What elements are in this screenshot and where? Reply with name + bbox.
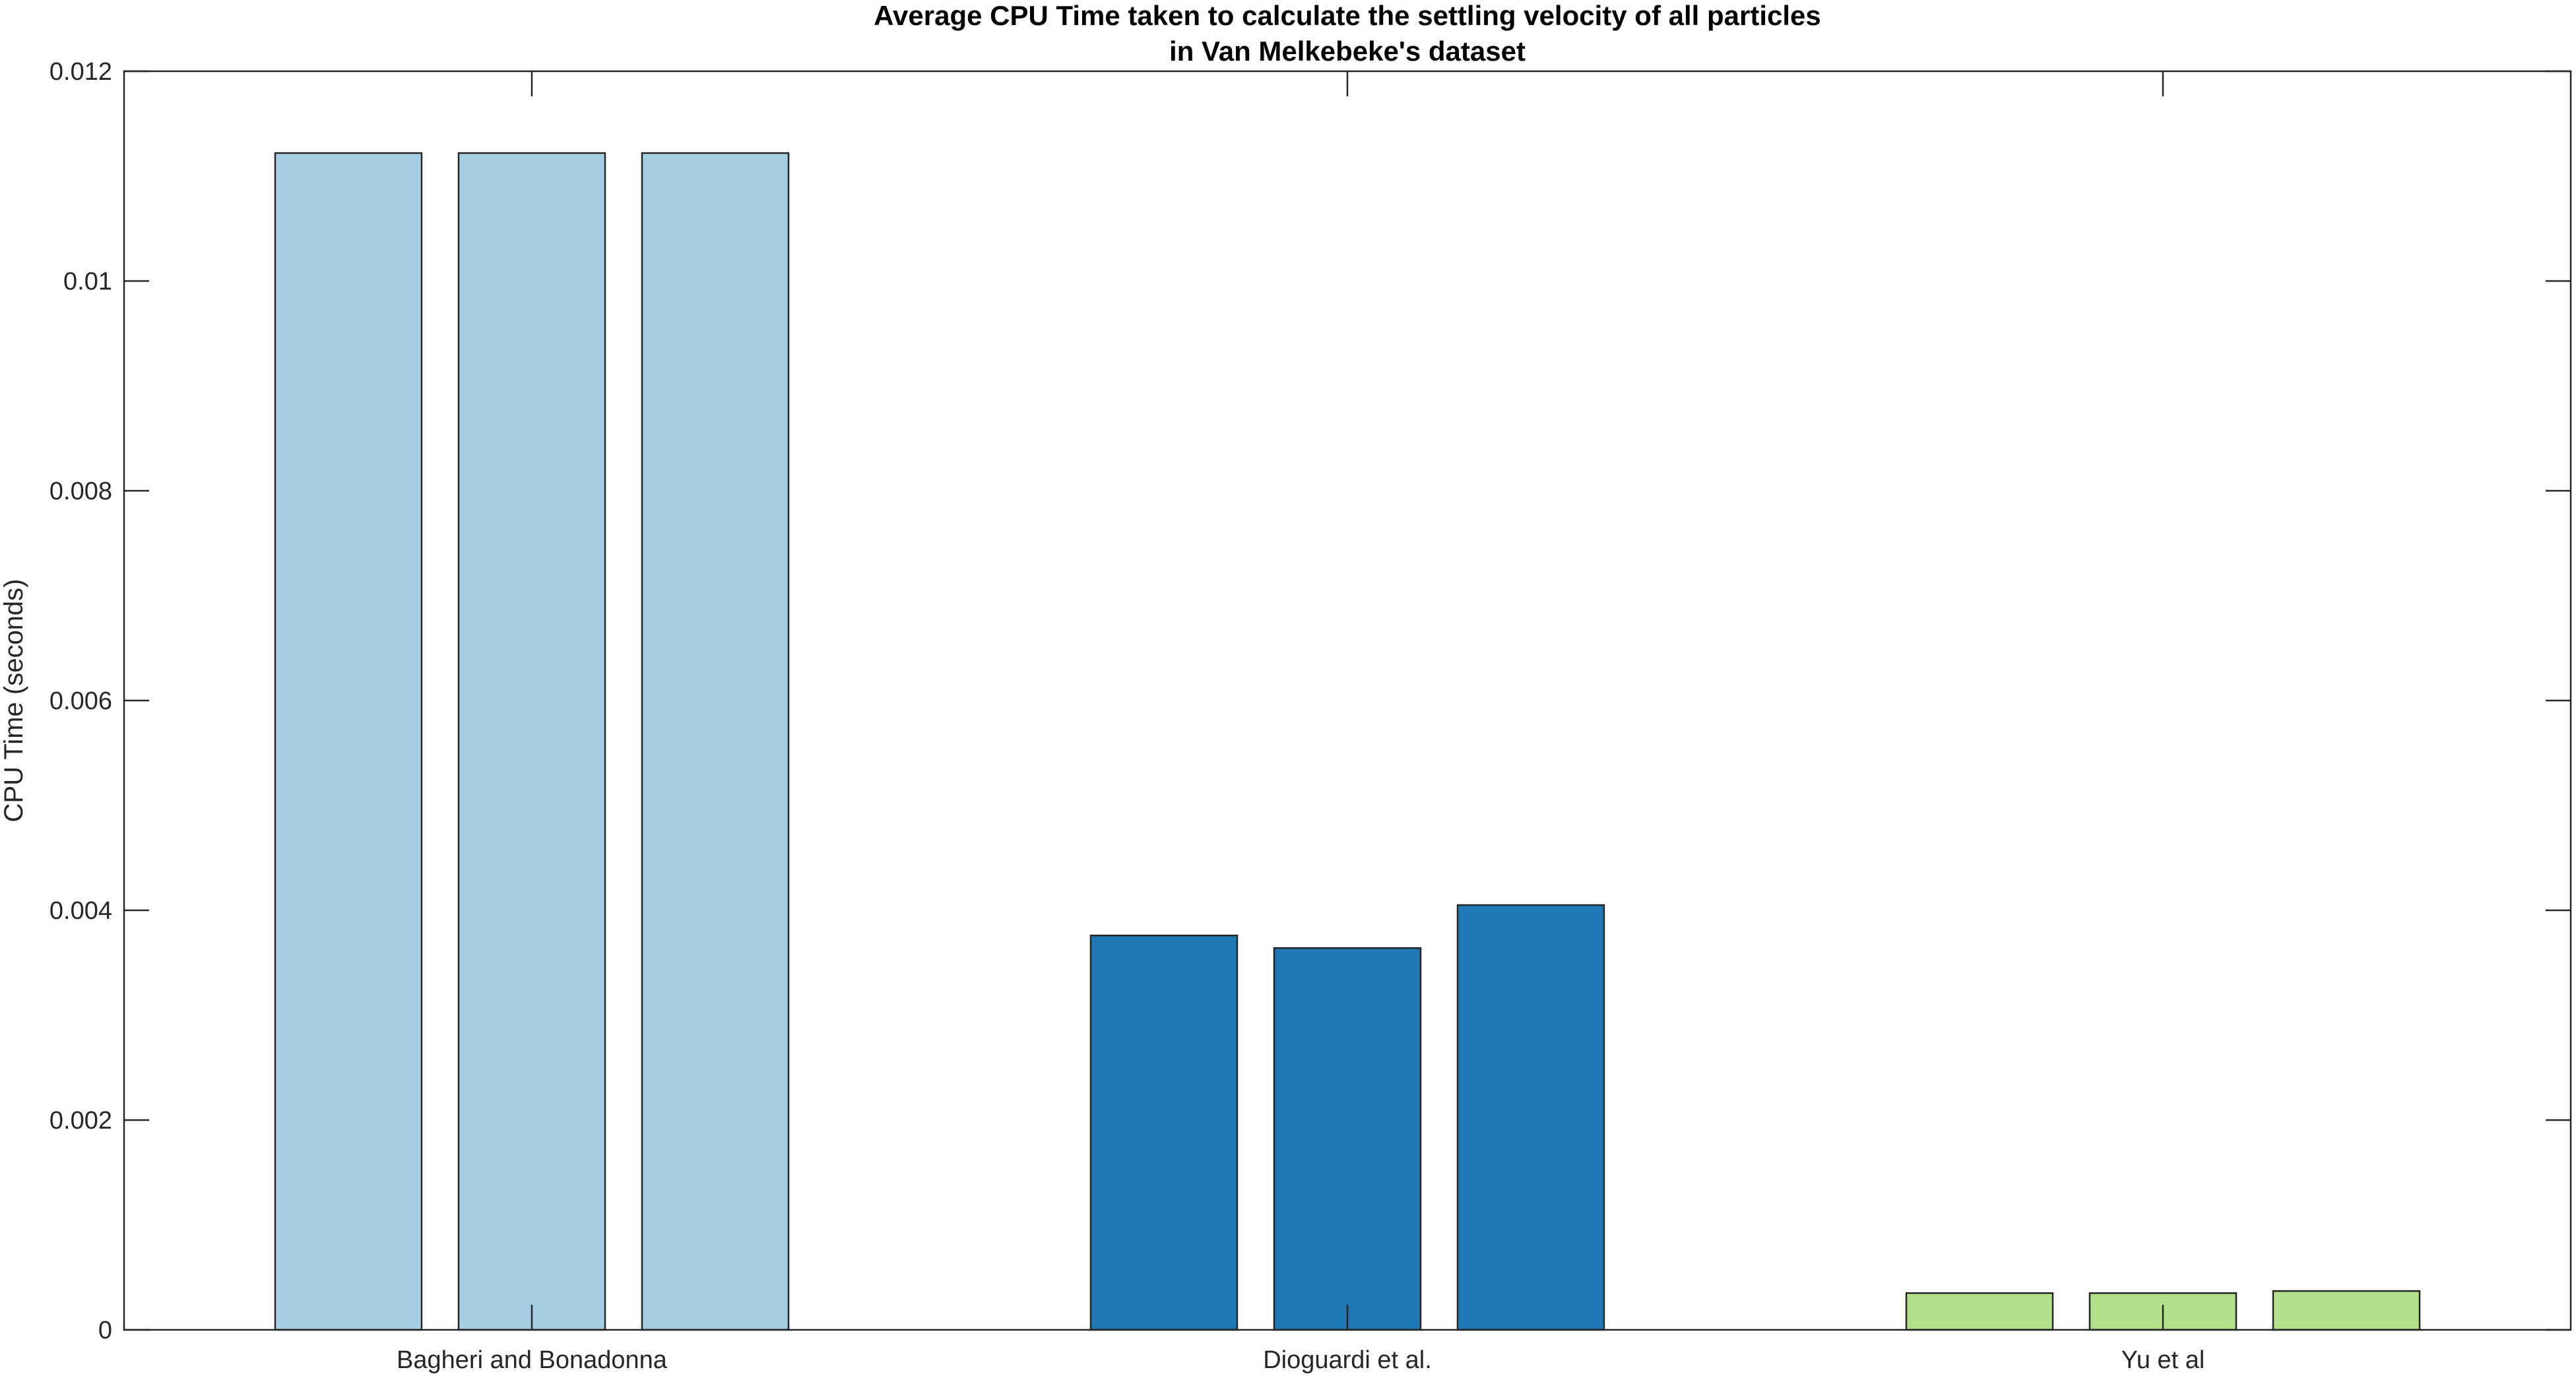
- x-tick-label: Yu et al: [2121, 1346, 2205, 1374]
- y-tick-label: 0.01: [63, 268, 112, 296]
- bars-layer: [274, 152, 2421, 1331]
- chart-title-line-2: in Van Melkebeke's dataset: [1169, 36, 1526, 67]
- bar-3-3: [2272, 1290, 2421, 1331]
- y-tick-label: 0.002: [49, 1107, 112, 1135]
- x-tick-label: Bagheri and Bonadonna: [397, 1346, 668, 1374]
- chart-title: Average CPU Time taken to calculate the …: [874, 0, 1821, 67]
- y-tick-label: 0.004: [49, 897, 112, 925]
- y-axis-label: CPU Time (seconds): [0, 579, 28, 823]
- chart-title-line-1: Average CPU Time taken to calculate the …: [874, 0, 1821, 31]
- bar-2-1: [1089, 934, 1239, 1331]
- y-tick-label: 0.012: [49, 58, 112, 86]
- y-tick-label: 0.006: [49, 687, 112, 715]
- bar-3-1: [1905, 1292, 2054, 1331]
- bar-2-3: [1456, 904, 1605, 1331]
- x-axis: Bagheri and Bonadonna Dioguardi et al. Yu …: [397, 71, 2205, 1374]
- x-tick-label: Dioguardi et al.: [1263, 1346, 1432, 1374]
- bar-2-2: [1273, 947, 1422, 1331]
- bar-1-1: [274, 152, 423, 1331]
- y-axis: 0 0.002 0.004 0.006 0.008 0.01 0.012: [49, 58, 2571, 1344]
- y-tick-label: 0.008: [49, 478, 112, 505]
- bar-1-2: [457, 152, 606, 1331]
- y-tick-label: 0: [98, 1317, 112, 1344]
- bar-1-3: [641, 152, 790, 1331]
